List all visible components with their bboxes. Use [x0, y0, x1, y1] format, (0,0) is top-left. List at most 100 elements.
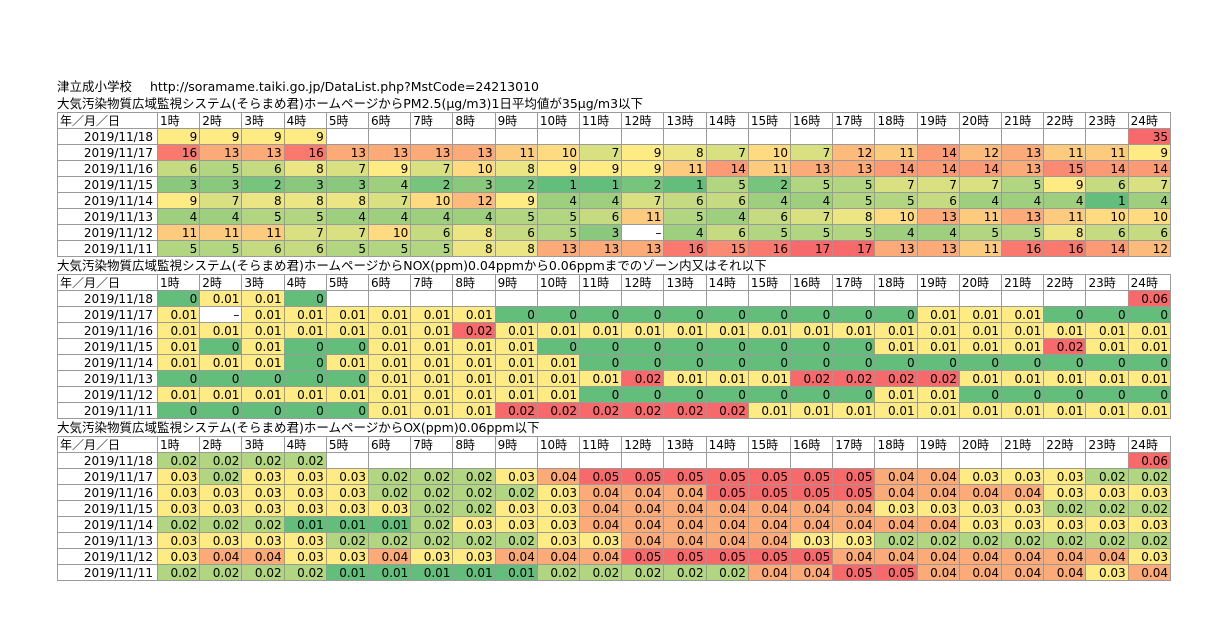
value-cell: 10 — [1085, 208, 1129, 225]
value-cell: 0.01 — [832, 322, 876, 339]
value-cell: 13 — [621, 240, 665, 257]
value-cell: 0.01 — [832, 402, 876, 419]
hour-column-header: 9時 — [494, 436, 538, 453]
value-cell: 17 — [832, 240, 876, 257]
value-cell: 0.01 — [916, 306, 960, 323]
value-cell: 35 — [1127, 128, 1172, 145]
value-cell: 0.03 — [283, 484, 327, 501]
value-cell: 0.01 — [283, 306, 327, 323]
value-cell — [663, 128, 707, 145]
value-cell: 13 — [1001, 144, 1045, 161]
value-cell — [705, 452, 749, 469]
value-cell — [579, 290, 623, 307]
value-cell: 9 — [621, 144, 665, 161]
value-cell: 0.01 — [958, 306, 1003, 323]
value-cell — [621, 128, 665, 145]
value-cell: 0.03 — [325, 468, 370, 485]
value-cell: 0.03 — [325, 548, 370, 565]
value-cell: 0.01 — [452, 306, 496, 323]
value-cell: 15 — [1043, 160, 1087, 177]
value-cell: 0.04 — [705, 500, 749, 517]
value-cell: 0.01 — [452, 370, 496, 387]
value-cell — [621, 290, 665, 307]
value-cell: 0.02 — [283, 564, 327, 581]
value-cell: 0.02 — [536, 564, 581, 581]
hour-column-header: 22時 — [1043, 436, 1087, 453]
value-cell: 0.01 — [452, 354, 496, 371]
value-cell: 7 — [368, 192, 412, 209]
date-cell: 2019/11/13 — [57, 370, 158, 387]
site-url[interactable]: http://soramame.taiki.go.jp/DataList.php… — [150, 79, 539, 94]
value-cell: 0 — [283, 402, 327, 419]
value-cell: 0.01 — [410, 386, 454, 403]
value-cell: 0 — [536, 306, 581, 323]
hour-column-header: 21時 — [1001, 112, 1045, 129]
value-cell: 0.01 — [958, 370, 1003, 387]
value-cell: 0.01 — [241, 290, 285, 307]
value-cell: 13 — [199, 144, 243, 161]
value-cell: 0.02 — [410, 484, 454, 501]
value-cell: 0.02 — [283, 452, 327, 469]
value-cell: 0.04 — [663, 484, 707, 501]
value-cell: 5 — [241, 208, 285, 225]
value-cell: 0.05 — [747, 548, 792, 565]
value-cell: 0 — [241, 402, 285, 419]
value-cell: 1 — [1085, 192, 1129, 209]
value-cell: 2 — [747, 176, 792, 193]
value-cell: 0.03 — [325, 500, 370, 517]
table-row: 2019/11/18 0.02 0.02 0.02 0.02 0.06 — [57, 452, 1172, 469]
hour-column-header: 22時 — [1043, 112, 1087, 129]
value-cell: 0.01 — [283, 516, 327, 533]
value-cell: 4 — [1043, 192, 1087, 209]
value-cell: 0.01 — [156, 338, 201, 355]
value-cell: 0.03 — [1085, 516, 1129, 533]
value-cell: 0.04 — [241, 548, 285, 565]
hour-column-header: 11時 — [579, 274, 623, 291]
value-cell: 0.02 — [579, 402, 623, 419]
value-cell: 0 — [199, 338, 243, 355]
hour-column-header: 10時 — [536, 436, 581, 453]
value-cell — [663, 290, 707, 307]
value-cell — [874, 128, 918, 145]
hour-column-header: 11時 — [579, 436, 623, 453]
value-cell: 0.04 — [747, 532, 792, 549]
value-cell: 0.03 — [494, 468, 538, 485]
pollutant-table: 年／月／日 1時 2時 3時 4時 5時 6時 7時 8時 9時 10時 11時 12時 13時 14時 15… — [57, 112, 1172, 257]
value-cell: 0 — [1127, 306, 1172, 323]
value-cell: 5 — [663, 208, 707, 225]
table-row: 2019/11/11 0 0 0 0 0 0.01 0.01 0.01 0.02 0.02 0.02 0… — [57, 402, 1172, 419]
value-cell: 13 — [916, 240, 960, 257]
value-cell: 0.01 — [1001, 306, 1045, 323]
value-cell: 13 — [874, 240, 918, 257]
date-cell: 2019/11/14 — [57, 354, 158, 371]
value-cell: 0.02 — [1043, 338, 1087, 355]
date-column-header: 年／月／日 — [57, 436, 158, 453]
value-cell: 0.01 — [958, 322, 1003, 339]
value-cell: 0.04 — [621, 484, 665, 501]
value-cell: 4 — [747, 192, 792, 209]
value-cell: 0 — [283, 354, 327, 371]
value-cell: 0.01 — [916, 338, 960, 355]
value-cell: 0 — [663, 354, 707, 371]
table-row: 2019/11/17 16 13 13 16 13 13 13 13 11 10 7 9 8 7 10 7 12 1… — [57, 144, 1172, 161]
value-cell: 0.02 — [705, 564, 749, 581]
value-cell: 0.02 — [494, 484, 538, 501]
value-cell: 10 — [1127, 208, 1172, 225]
value-cell — [790, 128, 834, 145]
value-cell: 13 — [1001, 208, 1045, 225]
value-cell: 5 — [199, 160, 243, 177]
value-cell: 0.01 — [1001, 402, 1045, 419]
header-row: 年／月／日 1時 2時 3時 4時 5時 6時 7時 8時 9時 10時 11時 12時 13時 14時 15… — [57, 436, 1172, 453]
value-cell: 0.01 — [283, 386, 327, 403]
value-cell: 0.05 — [832, 468, 876, 485]
value-cell: 0.02 — [452, 500, 496, 517]
value-cell: 0 — [1085, 354, 1129, 371]
hour-column-header: 20時 — [958, 274, 1003, 291]
value-cell — [832, 452, 876, 469]
value-cell: 0 — [747, 386, 792, 403]
value-cell — [325, 128, 370, 145]
value-cell — [579, 128, 623, 145]
value-cell: 0.04 — [705, 532, 749, 549]
value-cell: 7 — [579, 144, 623, 161]
value-cell: 0.03 — [790, 532, 834, 549]
